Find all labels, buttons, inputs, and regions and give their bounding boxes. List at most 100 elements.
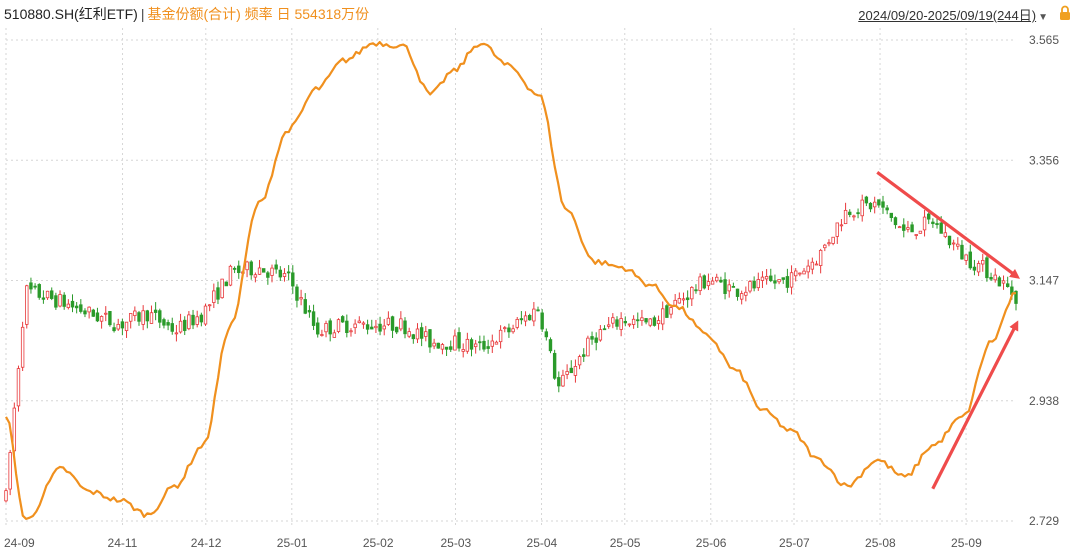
candle-body bbox=[216, 287, 220, 300]
candle-body bbox=[827, 242, 831, 245]
candle-body bbox=[345, 320, 349, 334]
candle-body bbox=[220, 278, 224, 299]
candle-body bbox=[124, 321, 129, 332]
candle-body bbox=[228, 265, 233, 286]
x-tick-label: 24-12 bbox=[191, 536, 222, 550]
date-range-selector[interactable]: 2024/09/20-2025/09/19(244日) ▼ bbox=[858, 5, 1048, 24]
candle-body bbox=[50, 290, 54, 299]
candle-body bbox=[415, 328, 420, 340]
symbol-label: 510880.SH(红利ETF) bbox=[4, 6, 138, 22]
candle-body bbox=[303, 299, 307, 314]
candle-body bbox=[885, 207, 889, 211]
candle-body bbox=[839, 224, 844, 227]
candle-body bbox=[324, 323, 328, 333]
candle-body bbox=[237, 265, 241, 274]
candle-body bbox=[611, 317, 615, 324]
candle-body bbox=[964, 254, 968, 261]
candle-body bbox=[731, 285, 736, 288]
candle-body bbox=[914, 234, 918, 236]
candle-body bbox=[374, 325, 378, 329]
lock-icon[interactable] bbox=[1058, 5, 1072, 21]
title-separator: | bbox=[140, 6, 145, 22]
candle-body bbox=[864, 196, 869, 204]
candle-body bbox=[586, 337, 590, 357]
candle-body bbox=[515, 318, 519, 328]
candle-body bbox=[997, 277, 1002, 287]
candle-body bbox=[133, 310, 137, 317]
candle-body bbox=[897, 226, 902, 229]
candle-body bbox=[893, 217, 898, 226]
candle-body bbox=[831, 236, 835, 244]
candle-body bbox=[432, 342, 436, 347]
candle-body bbox=[781, 277, 785, 280]
candle-body bbox=[548, 339, 553, 352]
candle-body bbox=[74, 305, 79, 309]
candle-body bbox=[511, 328, 515, 333]
candle-body bbox=[627, 323, 632, 326]
candle-body bbox=[918, 230, 923, 234]
candle-body bbox=[457, 332, 461, 349]
candle-body bbox=[353, 323, 357, 329]
candle-body bbox=[153, 309, 158, 313]
candle-body bbox=[45, 290, 50, 299]
candle-body bbox=[494, 341, 499, 345]
candle-body bbox=[469, 339, 474, 350]
candle-body bbox=[665, 305, 669, 318]
x-tick-label: 25-05 bbox=[610, 536, 641, 550]
candle-body bbox=[328, 320, 332, 335]
candle-body bbox=[868, 202, 873, 210]
candle-body bbox=[357, 320, 361, 324]
candle-body bbox=[270, 267, 274, 276]
candle-body bbox=[569, 367, 573, 374]
candle-body bbox=[673, 299, 677, 306]
candle-body bbox=[648, 318, 652, 326]
candle-body bbox=[719, 279, 723, 283]
candle-body bbox=[951, 242, 956, 245]
y-tick-label: 2.938 bbox=[1029, 394, 1059, 408]
triangle-down-icon[interactable]: ▼ bbox=[1038, 12, 1048, 23]
candle-body bbox=[823, 244, 827, 249]
candle-body bbox=[316, 322, 320, 335]
candle-body bbox=[993, 274, 997, 281]
candle-body bbox=[311, 311, 316, 326]
candle-body bbox=[935, 223, 939, 225]
candle-body bbox=[378, 323, 382, 332]
candle-body bbox=[349, 330, 353, 333]
candle-body bbox=[835, 222, 839, 237]
candle-body bbox=[602, 328, 607, 331]
candle-body bbox=[498, 329, 503, 343]
candle-body bbox=[137, 312, 141, 322]
candle-body bbox=[644, 318, 648, 323]
candle-body bbox=[440, 344, 445, 350]
candle-body bbox=[702, 275, 706, 289]
candle-body bbox=[33, 285, 37, 288]
candle-body bbox=[257, 267, 262, 275]
candle-body bbox=[66, 303, 71, 308]
candle-body bbox=[478, 341, 482, 344]
candle-body bbox=[365, 324, 370, 330]
x-tick-label: 25-06 bbox=[696, 536, 727, 550]
candle-body bbox=[561, 374, 565, 387]
candle-body bbox=[195, 316, 199, 325]
candle-body bbox=[70, 300, 75, 308]
date-range-text[interactable]: 2024/09/20-2025/09/19(244日) bbox=[858, 8, 1037, 23]
candle-body bbox=[291, 272, 295, 287]
candle-body bbox=[972, 266, 977, 271]
candle-body bbox=[282, 273, 287, 277]
candle-body bbox=[573, 366, 578, 376]
candle-body bbox=[249, 261, 253, 276]
candle-body bbox=[976, 263, 981, 273]
candle-body bbox=[677, 298, 682, 304]
candle-body bbox=[361, 322, 366, 325]
candle-body bbox=[943, 232, 948, 237]
candle-body bbox=[1014, 290, 1018, 304]
candle-body bbox=[681, 298, 686, 301]
x-tick-label: 25-02 bbox=[363, 536, 394, 550]
candle-body bbox=[104, 312, 108, 315]
chart-header: 510880.SH(红利ETF) | 基金份额(合计) 频率 日 554318万份 … bbox=[0, 0, 1080, 26]
candle-body bbox=[386, 317, 391, 325]
candle-body bbox=[91, 309, 95, 317]
candle-body bbox=[818, 249, 823, 266]
candle-body bbox=[20, 326, 25, 368]
candle-body bbox=[424, 331, 428, 337]
